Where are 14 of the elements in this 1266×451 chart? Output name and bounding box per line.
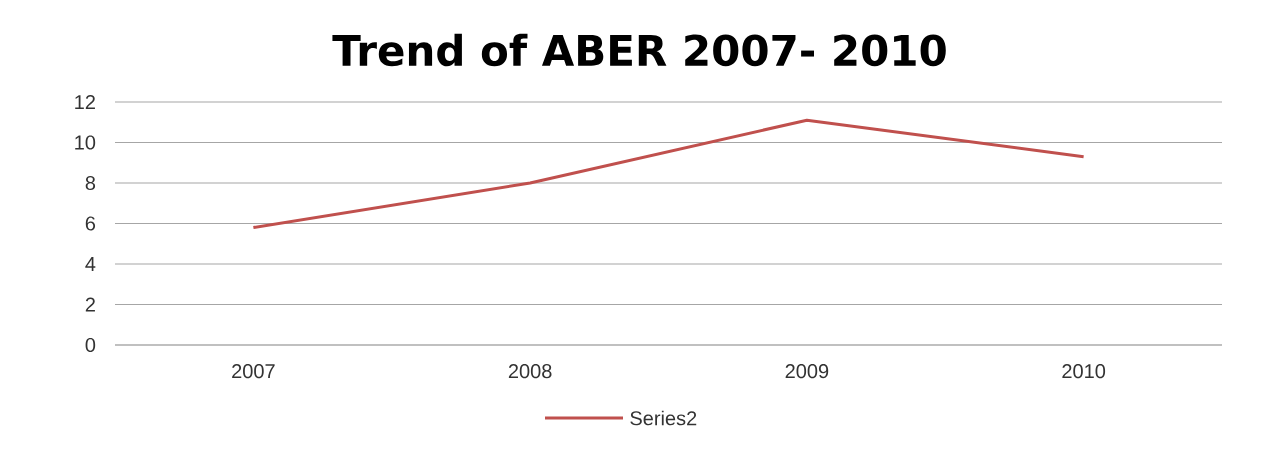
chart-title: Trend of ABER 2007- 2010 xyxy=(332,33,946,67)
y-tick-label: 10 xyxy=(75,135,96,150)
x-tick-label: 2007 xyxy=(232,364,275,379)
x-tick-label: 2009 xyxy=(785,364,829,379)
y-tick-label: 4 xyxy=(85,257,96,271)
line-series xyxy=(251,118,1086,230)
y-tick-label: 8 xyxy=(85,175,96,191)
x-tick-label: 2008 xyxy=(508,364,552,379)
legend-label: Series2 xyxy=(630,410,697,426)
y-tick-label: 2 xyxy=(85,297,95,312)
y-tick-label: 12 xyxy=(75,95,95,109)
y-tick-label: 6 xyxy=(85,216,96,231)
y-tick-label: 0 xyxy=(85,337,96,353)
x-tick-label: 2010 xyxy=(1062,364,1106,379)
